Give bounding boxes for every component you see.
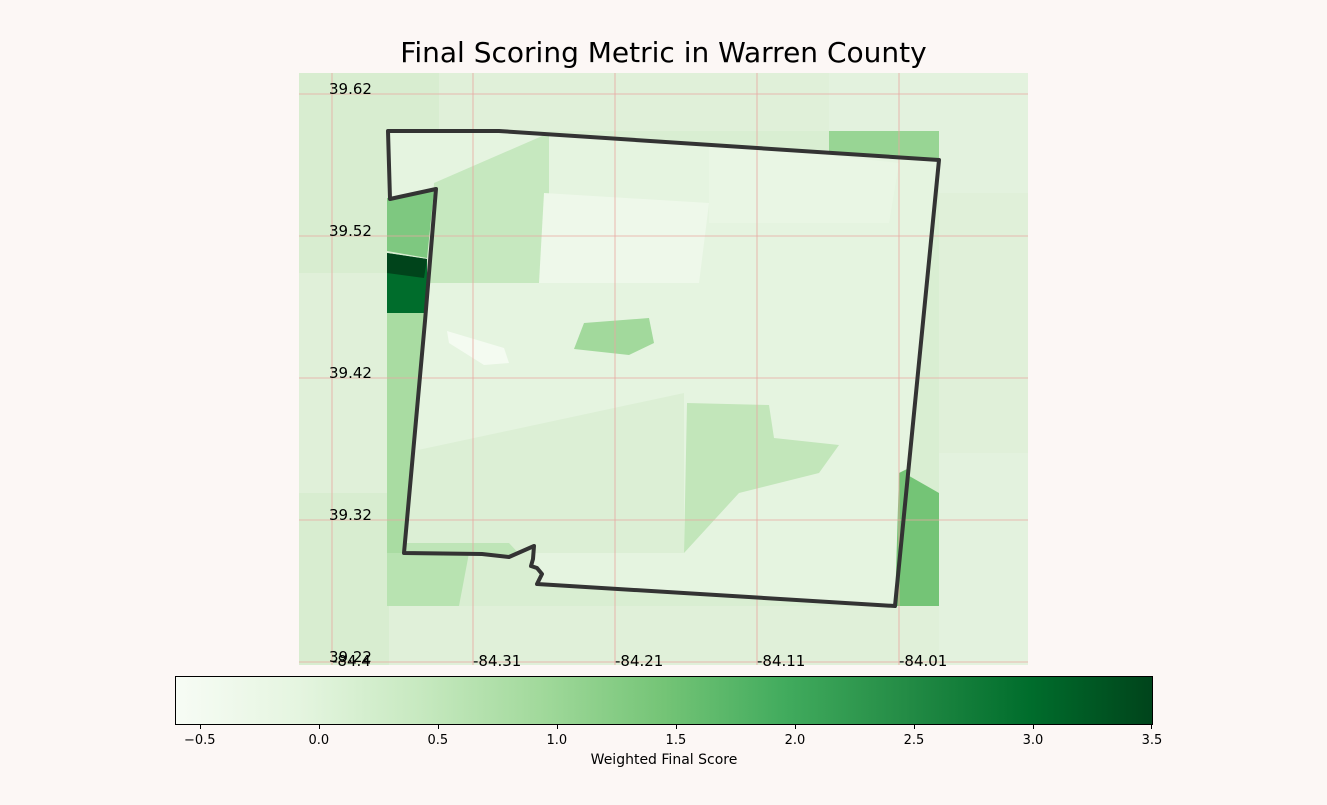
bg-tract — [299, 493, 389, 665]
colorbar-tick-label: −0.5 — [184, 733, 216, 748]
white-tract — [447, 331, 509, 365]
lat-tick-label: 39.62 — [329, 80, 372, 98]
east-tract — [684, 403, 839, 553]
county-boundary — [386, 129, 941, 608]
nw-interior-tracts — [429, 133, 549, 283]
colorbar-tick-label: 3.5 — [1141, 733, 1163, 748]
south-tract — [404, 393, 684, 553]
west-green-tracts — [387, 191, 434, 258]
colorbar-tick-mark — [556, 724, 558, 729]
lon-tick-label: -84.4 — [332, 652, 371, 670]
lat-tick-label: 39.32 — [329, 506, 372, 524]
lat-tick-label: 39.52 — [329, 222, 372, 240]
west-strip-tracts — [387, 313, 425, 553]
lon-tick-label: -84.11 — [757, 652, 806, 670]
lat-tick-label: 39.42 — [329, 364, 372, 382]
colorbar-tick-label: 1.0 — [546, 733, 568, 748]
colorbar-tick-label: 1.5 — [665, 733, 687, 748]
colorbar-tick-mark — [437, 724, 439, 729]
colorbar-tick-mark — [913, 724, 915, 729]
colorbar-label: Weighted Final Score — [590, 752, 738, 768]
lon-tick-label: -84.21 — [615, 652, 664, 670]
colorbar-tick-label: 0.5 — [427, 733, 449, 748]
colorbar — [175, 676, 1153, 725]
colorbar-tick-mark — [199, 724, 201, 729]
north-light-tract — [539, 193, 709, 283]
map-title: Final Scoring Metric in Warren County — [400, 36, 927, 69]
choropleth-map — [299, 73, 1028, 665]
colorbar-tick-label: 0.0 — [308, 733, 330, 748]
colorbar-tick-mark — [675, 724, 677, 729]
lat-tick-label: 39.22 — [329, 648, 372, 666]
colorbar-tick-mark — [1151, 724, 1152, 729]
bg-tract — [939, 453, 1028, 665]
west-darker-tract — [387, 253, 427, 278]
colorbar-tick-mark — [794, 724, 796, 729]
lon-tick-label: -84.31 — [473, 652, 522, 670]
colorbar-tick-mark — [1032, 724, 1034, 729]
colorbar-tick-label: 2.5 — [903, 733, 925, 748]
lon-tick-label: -84.01 — [899, 652, 948, 670]
colorbar-tick-label: 2.0 — [784, 733, 806, 748]
colorbar-tick-mark — [318, 724, 320, 729]
center-green-tract — [574, 318, 654, 355]
sw-green-tracts — [387, 553, 469, 606]
colorbar-tick-label: 3.0 — [1022, 733, 1044, 748]
north-center-tract — [709, 143, 899, 223]
